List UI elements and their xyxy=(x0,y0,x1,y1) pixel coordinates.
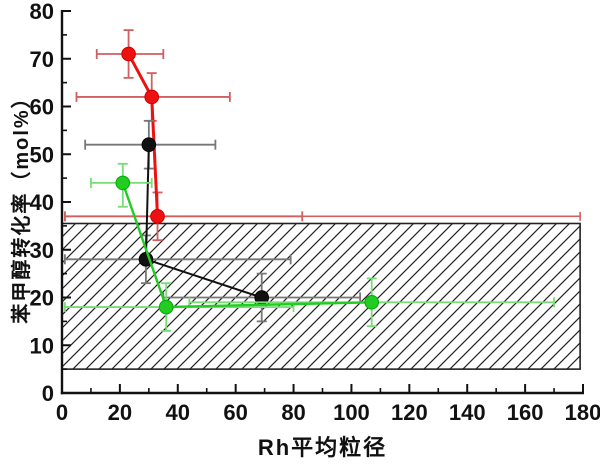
x-tick-label: 100 xyxy=(333,400,370,425)
y-tick-label: 60 xyxy=(30,95,54,120)
x-tick-label: 120 xyxy=(391,400,428,425)
x-tick-label: 20 xyxy=(108,400,132,425)
x-tick-label: 160 xyxy=(507,400,544,425)
green-series-point xyxy=(115,175,131,191)
x-tick-label: 80 xyxy=(281,400,305,425)
x-tick-label: 0 xyxy=(56,400,68,425)
x-tick-label: 140 xyxy=(449,400,486,425)
y-axis-label: 苯甲醇转化率（mol%） xyxy=(11,86,33,324)
green-series-point xyxy=(158,299,174,315)
y-tick-label: 40 xyxy=(30,190,54,215)
red-series-point xyxy=(144,89,160,105)
x-tick-label: 60 xyxy=(223,400,247,425)
red-series-point xyxy=(150,209,165,224)
y-tick-label: 80 xyxy=(30,0,54,24)
y-tick-label: 50 xyxy=(30,142,54,167)
hatched-region xyxy=(61,222,581,370)
y-tick-label: 10 xyxy=(30,333,54,358)
y-tick-label: 0 xyxy=(42,381,54,406)
axis-ticks: 0 20 40 60 80 100 120 140 160 180 0 10 20 30 40 50 60 70 8… xyxy=(30,0,600,425)
red-series-point xyxy=(121,46,136,62)
y-tick-label: 30 xyxy=(30,238,54,263)
green-series xyxy=(63,162,555,332)
y-tick-label: 20 xyxy=(30,286,54,311)
x-axis-label: Rh平均粒径 xyxy=(257,435,388,460)
x-tick-label: 40 xyxy=(166,400,190,425)
y-tick-label: 70 xyxy=(30,47,54,72)
x-tick-label: 180 xyxy=(565,400,600,425)
black-series-point xyxy=(141,137,157,152)
green-series-point xyxy=(364,294,380,310)
red-series xyxy=(63,29,304,242)
